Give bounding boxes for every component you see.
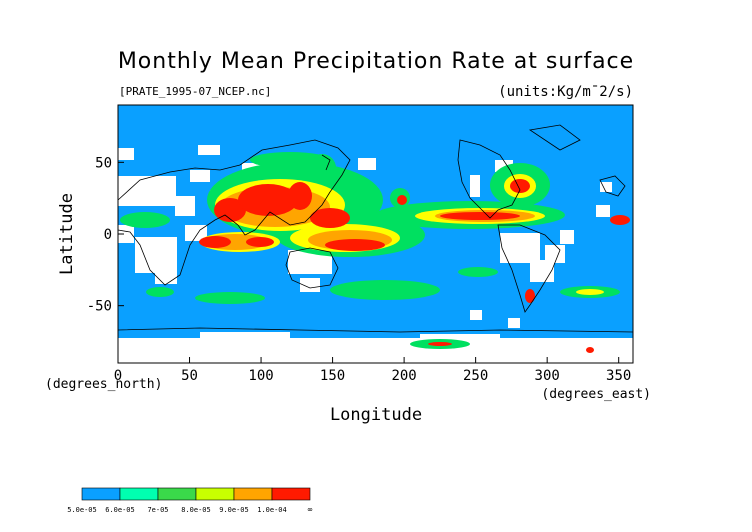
legend-swatch xyxy=(119,487,159,501)
x-tick-label: 250 xyxy=(463,368,488,384)
y-tick-label: -50 xyxy=(87,299,112,315)
legend-swatch xyxy=(157,487,197,501)
coastlines xyxy=(118,124,633,333)
x-tick-label: 100 xyxy=(248,368,273,384)
legend-swatch xyxy=(271,487,311,501)
x-tick-label: 50 xyxy=(181,368,198,384)
y-tick-label: 0 xyxy=(104,227,112,243)
x-tick-label: 350 xyxy=(606,368,631,384)
legend-label: 9.0e-05 xyxy=(219,506,249,514)
x-tick-label: 0 xyxy=(114,368,122,384)
x-tick-label: 300 xyxy=(535,368,560,384)
file-label: [PRATE_1995-07_NCEP.nc] xyxy=(119,85,271,98)
legend-label: 7e-05 xyxy=(147,506,168,514)
legend-label: 8.0e-05 xyxy=(181,506,211,514)
precip-red xyxy=(199,179,630,353)
color-legend: 5.0e-05 6.0e-05 7e-05 8.0e-05 9.0e-05 1.0e-04… xyxy=(67,487,313,514)
legend-swatch xyxy=(233,487,273,501)
y-axis-ticks: 50 0 -50 xyxy=(87,155,124,315)
y-tick-label: 50 xyxy=(95,155,112,171)
units-label: (units:Kg/m¯2/s) xyxy=(498,84,633,100)
legend-swatch xyxy=(81,487,121,501)
y-unit-note: (degrees_north) xyxy=(45,377,162,392)
y-axis-label: Latitude xyxy=(57,193,77,275)
legend-label: 1.0e-04 xyxy=(257,506,287,514)
x-unit-note: (degrees_east) xyxy=(541,387,651,402)
legend-label: 5.0e-05 xyxy=(67,506,97,514)
chart-title: Monthly Mean Precipitation Rate at surfa… xyxy=(118,49,634,74)
x-tick-label: 200 xyxy=(391,368,416,384)
legend-swatch xyxy=(195,487,235,501)
map-plot xyxy=(118,105,633,363)
x-tick-label: 150 xyxy=(320,368,345,384)
x-axis-label: Longitude xyxy=(330,405,422,425)
legend-label: 6.0e-05 xyxy=(105,506,135,514)
x-axis-ticks: 0 50 100 150 200 250 300 350 xyxy=(114,357,631,384)
legend-end-label: ∞ xyxy=(308,505,313,514)
missing-data-areas xyxy=(118,145,633,363)
